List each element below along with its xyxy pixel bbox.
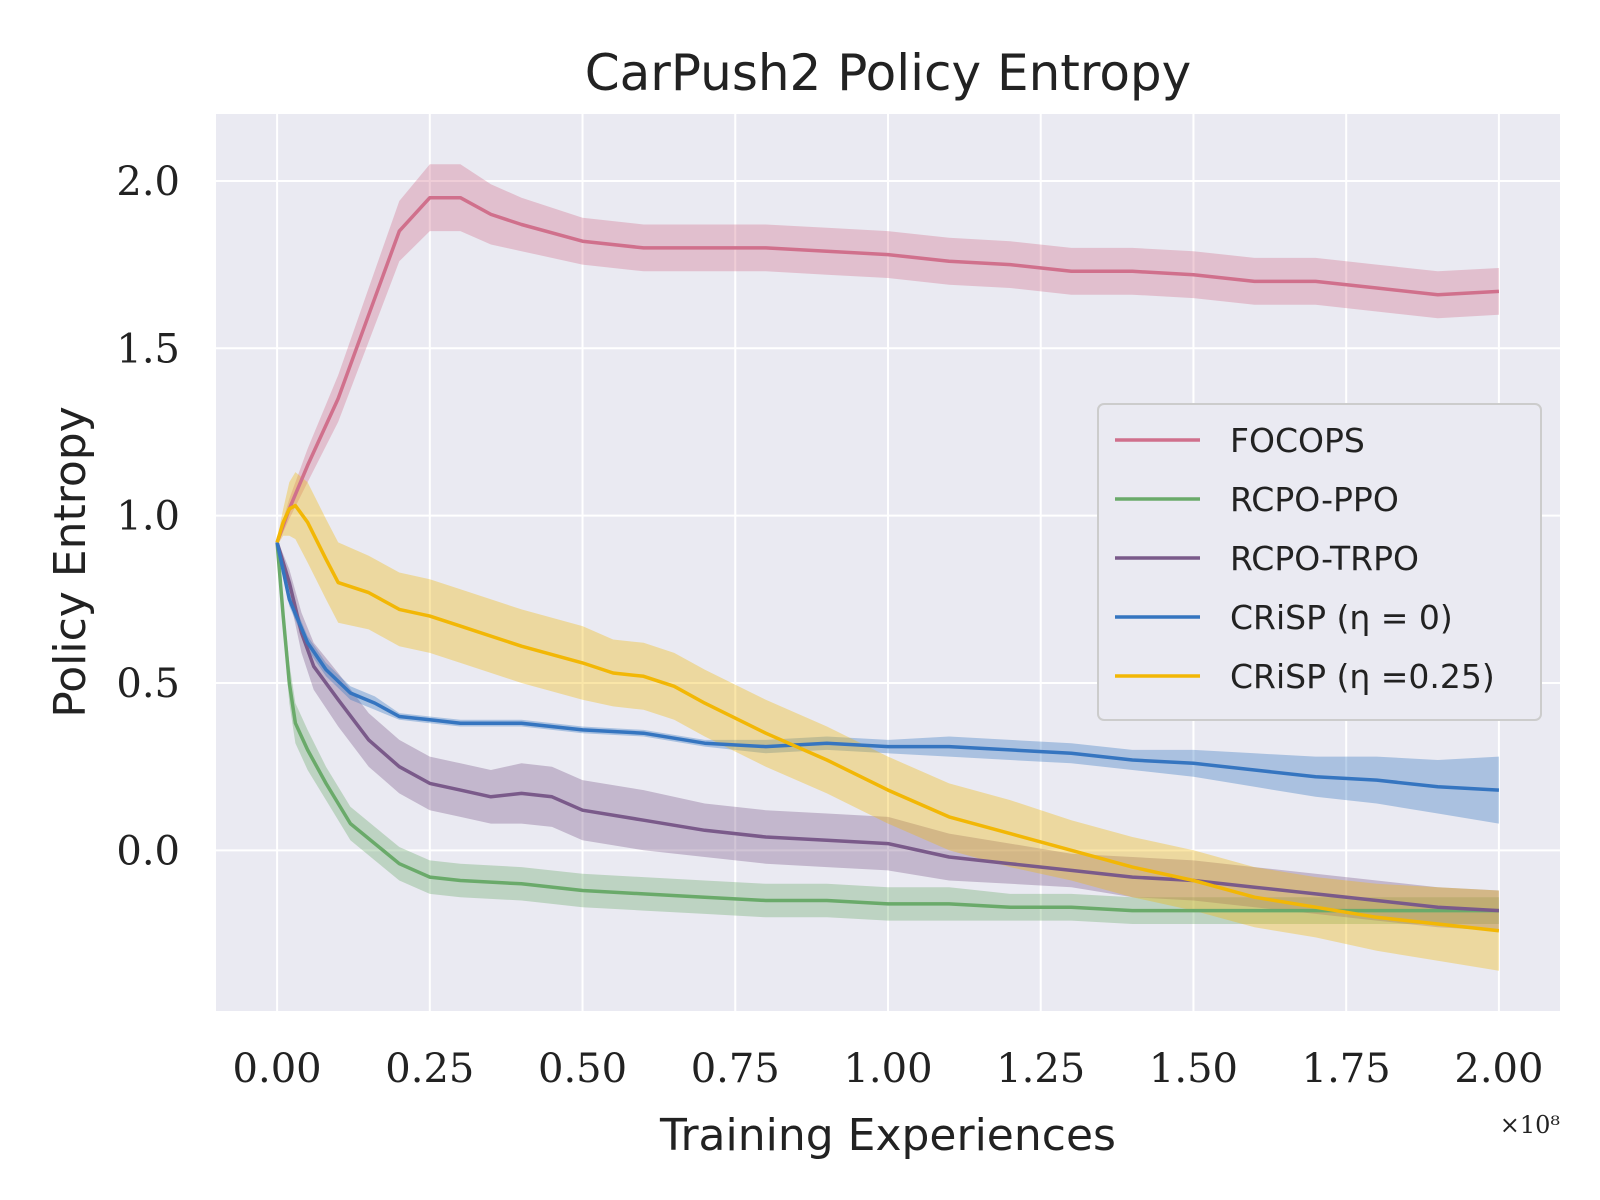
band-focops bbox=[277, 164, 1499, 546]
line-crisp-0 bbox=[275, 542, 1499, 792]
y-tick-labels: 0.0 0.5 1.0 1.5 2.0 bbox=[116, 159, 180, 874]
y-tick-label: 1.5 bbox=[116, 326, 180, 372]
x-axis-label: Training Experiences bbox=[659, 1110, 1116, 1161]
x-tick-label: 0.50 bbox=[538, 1046, 627, 1092]
y-tick-label: 2.0 bbox=[116, 159, 180, 205]
x-tick-labels: 0.00 0.25 0.50 0.75 1.00 1.25 1.50 1.75 2.00 bbox=[233, 1046, 1544, 1092]
y-tick-label: 1.0 bbox=[116, 494, 180, 540]
x-tick-label: 1.50 bbox=[1149, 1046, 1238, 1092]
line-rcpo-ppo bbox=[275, 542, 1499, 913]
band-rcpo-trpo bbox=[277, 539, 1499, 931]
legend-label-focops: FOCOPS bbox=[1230, 421, 1365, 460]
x-tick-label: 2.00 bbox=[1454, 1046, 1543, 1092]
legend-label-rcpo-trpo: RCPO-TRPO bbox=[1230, 539, 1419, 578]
line-rcpo-trpo bbox=[275, 541, 1499, 913]
legend-box bbox=[1097, 403, 1542, 721]
x-tick-label: 0.25 bbox=[385, 1046, 474, 1092]
legend-label-crisp-0-25: CRiSP (η =0.25) bbox=[1230, 657, 1495, 696]
y-axis-label: Policy Entropy bbox=[45, 406, 96, 718]
chart-title: CarPush2 Policy Entropy bbox=[585, 44, 1192, 102]
x-tick-label: 1.00 bbox=[843, 1046, 932, 1092]
band-crisp-0 bbox=[277, 539, 1499, 824]
x-multiplier: ×10⁸ bbox=[1500, 1111, 1560, 1139]
x-tick-label: 1.75 bbox=[1302, 1046, 1391, 1092]
series-lines bbox=[275, 195, 1500, 933]
legend-label-rcpo-ppo: RCPO-PPO bbox=[1230, 480, 1399, 519]
x-tick-label: 1.25 bbox=[996, 1046, 1085, 1092]
y-tick-label: 0.5 bbox=[116, 661, 180, 707]
x-tick-label: 0.75 bbox=[691, 1046, 780, 1092]
y-tick-label: 0.0 bbox=[116, 828, 180, 874]
x-tick-label: 0.00 bbox=[233, 1046, 322, 1092]
band-crisp-0-25 bbox=[277, 472, 1499, 971]
legend: FOCOPS RCPO-PPO RCPO-TRPO CRiSP (η = 0) CRiS… bbox=[1097, 403, 1542, 721]
legend-label-crisp-0: CRiSP (η = 0) bbox=[1230, 598, 1453, 637]
line-focops bbox=[275, 195, 1499, 543]
line-crisp-0-25 bbox=[275, 503, 1500, 933]
confidence-bands bbox=[277, 164, 1499, 971]
